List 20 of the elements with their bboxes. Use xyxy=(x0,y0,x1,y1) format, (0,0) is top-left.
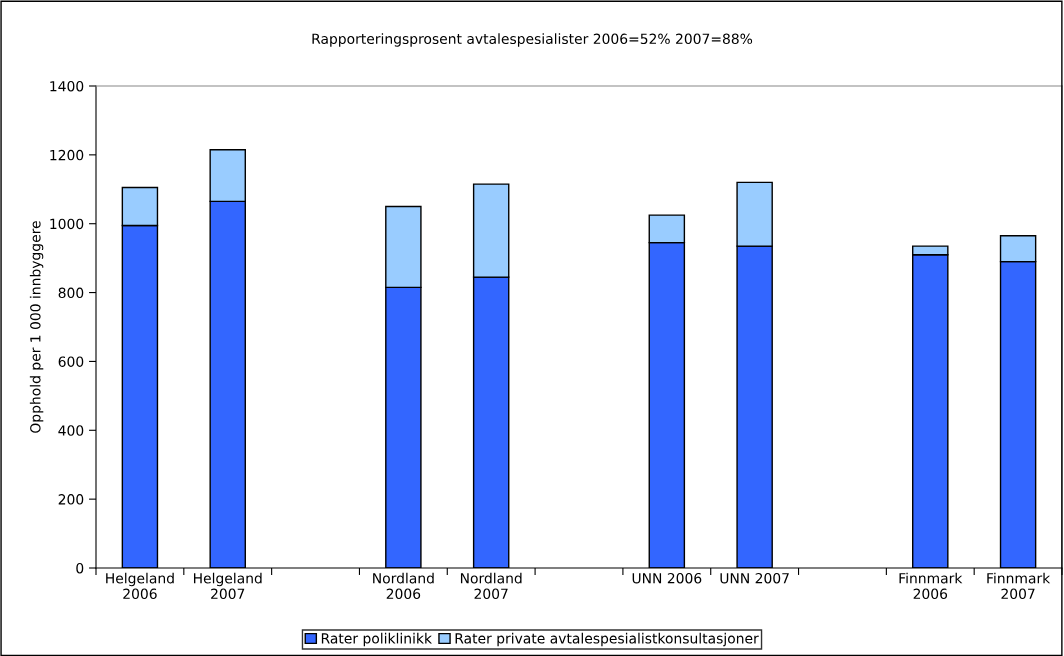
y-tick-label: 200 xyxy=(58,494,84,505)
y-axis-title: Opphold per 1 000 innbyggere xyxy=(29,221,44,433)
y-tick-label: 1200 xyxy=(50,149,84,161)
x-tick-label: UNN 2006 xyxy=(632,572,702,584)
chart-title: Rapporteringsprosent avtalespesialister 2006=52% 2007=88% xyxy=(312,33,753,47)
y-tick-label: 400 xyxy=(58,425,84,436)
y-tick-label: 600 xyxy=(58,356,84,367)
x-tick-label: Helgeland 2007 xyxy=(193,572,262,600)
y-tick-label: 800 xyxy=(58,287,84,299)
y-tick-label: 1400 xyxy=(50,80,84,92)
x-tick-label: Finnmark 2006 xyxy=(899,572,963,600)
legend-label: Rater private avtalespesialistkonsultasjoner xyxy=(455,632,759,647)
x-tick-label: Nordland 2007 xyxy=(460,572,522,600)
x-tick-label: UNN 2007 xyxy=(720,572,789,584)
x-tick-label: Helgeland 2006 xyxy=(106,572,174,600)
legend-label: Rater poliklinikk xyxy=(321,632,432,647)
x-tick-label: Finnmark 2007 xyxy=(987,572,1051,600)
x-tick-label: Nordland 2006 xyxy=(373,572,434,600)
y-tick-label: 1000 xyxy=(50,218,84,230)
y-tick-label: 0 xyxy=(76,562,84,574)
